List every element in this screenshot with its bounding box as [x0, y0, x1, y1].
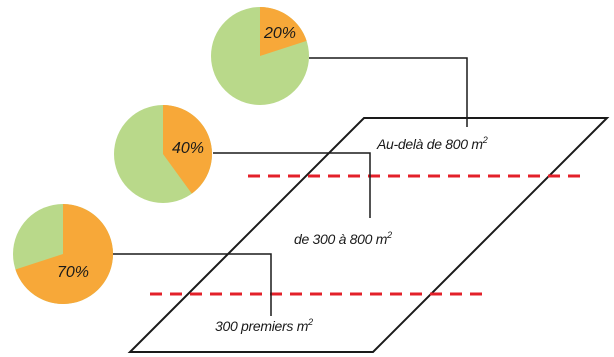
pie-chart-zone-1 — [211, 7, 309, 105]
pie-label-zone-1: 20% — [263, 25, 296, 42]
pie-share-slice — [163, 105, 212, 194]
zone-label-middle: de 300 à 800 m2 — [294, 230, 392, 247]
pie-label-zone-3: 70% — [57, 264, 89, 281]
pie-label-zone-2: 40% — [172, 140, 204, 157]
pie-chart-zone-3 — [13, 204, 114, 305]
zone-label-lower: 300 premiers m2 — [215, 317, 313, 334]
zone-label-upper: Au-delà de 800 m2 — [376, 135, 488, 152]
leader-line-zone-3 — [113, 253, 272, 316]
pie-chart-zone-2 — [114, 105, 212, 203]
plot-outline — [127, 117, 610, 353]
leader-line-zone-2 — [213, 152, 371, 218]
pie-share-slice — [15, 204, 114, 305]
leader-line-zone-1 — [309, 57, 468, 127]
pie-share-slice — [260, 7, 307, 56]
